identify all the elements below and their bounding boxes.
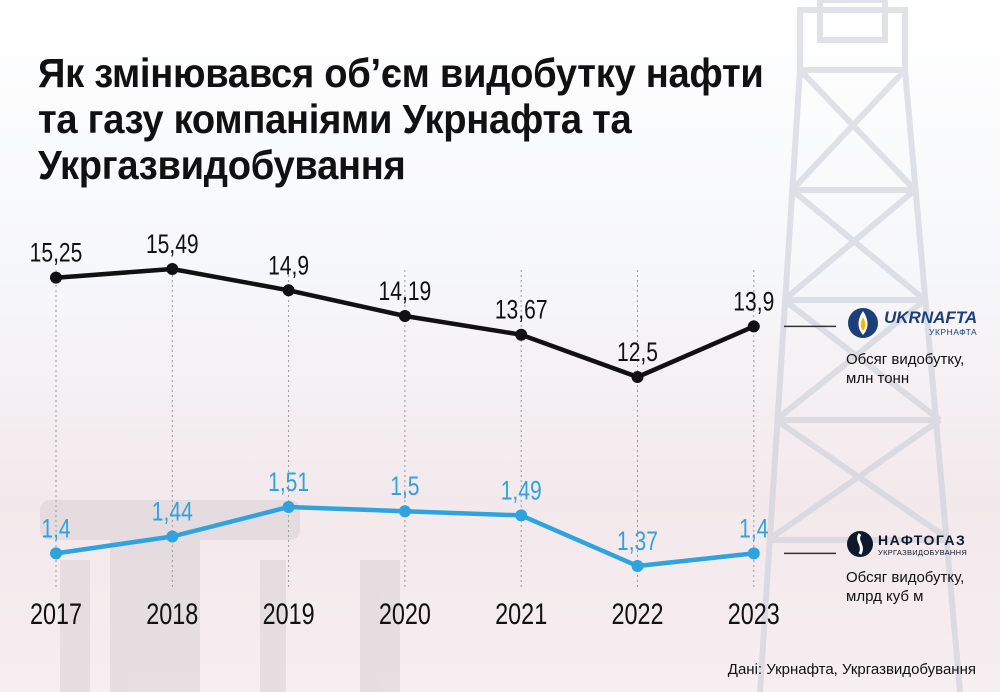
data-label-gas-2018: 1,44 bbox=[152, 497, 193, 527]
point-oil-2021 bbox=[515, 328, 528, 341]
x-tick-label-2019: 2019 bbox=[263, 597, 315, 630]
data-label-oil-2022: 12,5 bbox=[617, 338, 658, 368]
point-oil-2020 bbox=[398, 309, 411, 322]
naftogaz-logo-text: НАФТОГАЗ bbox=[878, 531, 967, 548]
data-label-oil-2017: 15,25 bbox=[30, 238, 83, 268]
x-tick-label-2020: 2020 bbox=[379, 597, 431, 630]
data-label-oil-2018: 15,49 bbox=[146, 230, 199, 260]
x-tick-label-2017: 2017 bbox=[30, 597, 82, 630]
point-oil-2018 bbox=[166, 263, 179, 275]
ukrnafta-logo-icon bbox=[848, 308, 878, 338]
data-label-oil-2019: 14,9 bbox=[268, 251, 309, 281]
data-label-oil-2020: 14,19 bbox=[379, 277, 432, 307]
point-oil-2022 bbox=[631, 371, 644, 383]
x-axis-tick-labels: 2017 2018 2019 2020 2021 2022 2023 bbox=[30, 597, 780, 630]
data-label-gas-2023: 1,4 bbox=[739, 514, 768, 544]
legend-oil-label-line2: млн тонн bbox=[846, 370, 910, 387]
point-gas-2019 bbox=[282, 501, 295, 513]
x-tick-label-2018: 2018 bbox=[146, 597, 198, 630]
point-gas-2020 bbox=[398, 505, 411, 518]
legend-oil: UKRNAFTA УКРНАФТА Обсяг видобутку, млн т… bbox=[846, 306, 996, 388]
naftogaz-logo-subtext: УКРГАЗВИДОБУВАННЯ bbox=[878, 547, 968, 557]
legend-gas: НАФТОГАЗ УКРГАЗВИДОБУВАННЯ Обсяг видобут… bbox=[846, 530, 996, 606]
oil-derrick-illustration bbox=[757, 0, 963, 692]
data-label-oil-2023: 13,9 bbox=[733, 287, 774, 317]
x-tick-label-2021: 2021 bbox=[495, 597, 547, 630]
data-label-oil-2021: 13,67 bbox=[495, 295, 548, 325]
chart-title: Як змінювався об’єм видобутку нафти та г… bbox=[38, 50, 764, 188]
data-label-gas-2022: 1,37 bbox=[617, 527, 658, 557]
x-tick-label-2022: 2022 bbox=[611, 597, 663, 630]
ukrnafta-logo-text: UKRNAFTA bbox=[884, 308, 978, 327]
data-points bbox=[50, 263, 760, 572]
source-note: Дані: Укрнафта, Укргазвидобування bbox=[727, 661, 976, 678]
point-gas-2017 bbox=[50, 547, 62, 560]
data-label-gas-2021: 1,49 bbox=[501, 476, 542, 506]
point-oil-2017 bbox=[50, 271, 62, 284]
legend-connectors bbox=[784, 325, 836, 555]
point-gas-2018 bbox=[166, 530, 179, 543]
legend-gas-label-line2: млрд куб м bbox=[846, 588, 924, 605]
data-labels: 15,25 15,49 14,9 14,19 13,67 12,5 13,9 1,4 1,44 1… bbox=[30, 230, 775, 557]
ukrnafta-logo-subtext: УКРНАФТА bbox=[929, 327, 978, 337]
point-gas-2023 bbox=[747, 547, 760, 560]
point-gas-2022 bbox=[631, 560, 644, 572]
data-label-gas-2020: 1,5 bbox=[390, 472, 419, 502]
x-tick-label-2023: 2023 bbox=[728, 597, 780, 630]
point-oil-2019 bbox=[282, 284, 295, 297]
point-oil-2023 bbox=[747, 320, 760, 333]
naftogaz-logo: НАФТОГАЗ УКРГАЗВИДОБУВАННЯ bbox=[846, 530, 996, 558]
point-gas-2021 bbox=[515, 509, 528, 522]
data-label-gas-2017: 1,4 bbox=[41, 514, 70, 544]
pumpjack-illustration bbox=[40, 500, 400, 692]
naftogaz-logo-icon bbox=[847, 531, 873, 557]
ukrnafta-logo: UKRNAFTA УКРНАФТА bbox=[846, 306, 996, 340]
data-label-gas-2019: 1,51 bbox=[268, 468, 309, 498]
legend-oil-label-line1: Обсяг видобутку, bbox=[846, 351, 965, 368]
legend-gas-label-line1: Обсяг видобутку, bbox=[846, 569, 965, 586]
